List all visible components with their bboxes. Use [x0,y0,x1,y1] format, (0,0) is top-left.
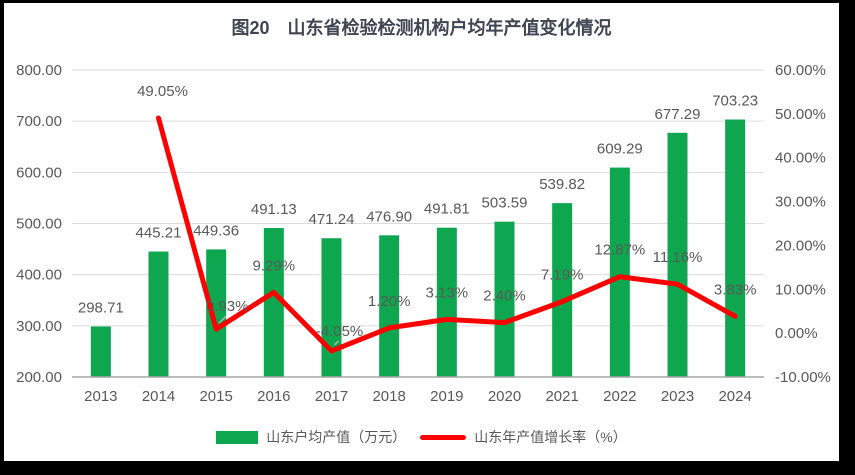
bar-value-label: 491.81 [424,201,470,218]
x-axis-category-label: 2020 [488,388,521,405]
right-axis-tick-label: 10.00% [775,281,826,298]
bar [379,235,400,377]
right-axis-tick-label: 40.00% [775,150,826,167]
bar [263,228,284,377]
left-axis-tick-label: 400.00 [16,267,62,284]
line-value-label: 3.83% [714,281,757,298]
bar-value-label: 471.24 [309,211,355,228]
label-leader-line [218,315,227,324]
line-series-swatch-icon [420,434,467,440]
legend-item-line-series: 山东年产值增长率（%） [420,427,627,447]
legend-label-line-series: 山东年产值增长率（%） [474,429,627,445]
x-axis-category-label: 2022 [603,388,636,405]
line-value-label: -4.05% [316,323,364,340]
x-axis-category-label: 2021 [545,388,578,405]
x-axis-category-label: 2014 [142,388,175,405]
right-axis-tick-label: 20.00% [775,237,826,254]
bar-value-label: 491.13 [251,201,297,218]
line-value-label: 0.93% [206,298,249,315]
left-axis-tick-label: 500.00 [16,216,62,233]
bar-series-swatch-icon [216,430,259,444]
bar-value-label: 503.59 [482,195,528,212]
right-axis-tick-label: 60.00% [775,62,826,79]
line-value-label: 1.20% [368,293,411,310]
chart-title: 图20 山东省检验检测机构户均年产值变化情况 [231,18,612,38]
line-value-label: 49.05% [137,83,188,100]
bar [494,221,515,377]
line-value-label: 2.40% [483,288,526,305]
label-leader-line [334,340,339,346]
right-axis-tick-label: -10.00% [775,369,831,386]
x-axis-category-label: 2016 [257,388,290,405]
left-axis-tick-label: 600.00 [16,164,62,181]
bar-value-label: 609.29 [597,141,643,158]
bar-value-label: 677.29 [655,106,701,123]
bar [206,249,227,377]
x-axis-category-label: 2019 [430,388,463,405]
legend-item-bar-series: 山东户均产值（万元） [216,427,406,447]
bar [321,238,342,377]
legend: 山东户均产值（万元） 山东年产值增长率（%） [4,427,839,447]
bar [148,251,169,377]
left-axis-tick-label: 200.00 [16,369,62,386]
growth-rate-line [156,115,738,354]
bar [725,119,746,378]
line-value-label: 12.87% [594,242,645,259]
bar [552,203,573,377]
bar-value-label: 539.82 [539,176,585,193]
right-axis-tick-label: 30.00% [775,194,826,211]
line-value-label: 7.19% [541,267,584,284]
bar [90,326,111,377]
left-axis-tick-label: 800.00 [16,62,62,79]
legend-label-bar-series: 山东户均产值（万元） [266,429,407,445]
bar-value-label: 445.21 [136,225,182,242]
bar-value-label: 449.36 [193,222,239,239]
bar [436,227,457,377]
right-axis-tick-label: 0.00% [775,325,818,342]
bar-value-label: 298.71 [78,299,124,316]
bar [609,167,630,377]
x-axis-category-label: 2018 [372,388,405,405]
x-axis-category-label: 2024 [718,388,751,405]
bar [667,132,688,377]
left-axis-tick-label: 700.00 [16,113,62,130]
bar-value-label: 476.90 [366,208,412,225]
line-value-label: 3.13% [426,284,469,301]
chart-canvas: 图20 山东省检验检测机构户均年产值变化情况 800.00 700.00 600.0… [4,3,839,461]
line-value-label: 9.29% [253,257,296,274]
right-axis-tick-label: 50.00% [775,106,826,123]
bar-value-label: 703.23 [712,93,758,110]
x-axis-category-label: 2013 [84,388,117,405]
x-axis-category-label: 2015 [199,388,232,405]
line-value-label: 11.16% [653,249,703,266]
x-axis-category-label: 2017 [315,388,348,405]
chart-plot-area: 800.00 700.00 600.00 500.00 400.00 300.00 200.… [16,62,831,405]
left-axis-tick-label: 300.00 [16,318,62,335]
x-axis-category-label: 2023 [661,388,694,405]
